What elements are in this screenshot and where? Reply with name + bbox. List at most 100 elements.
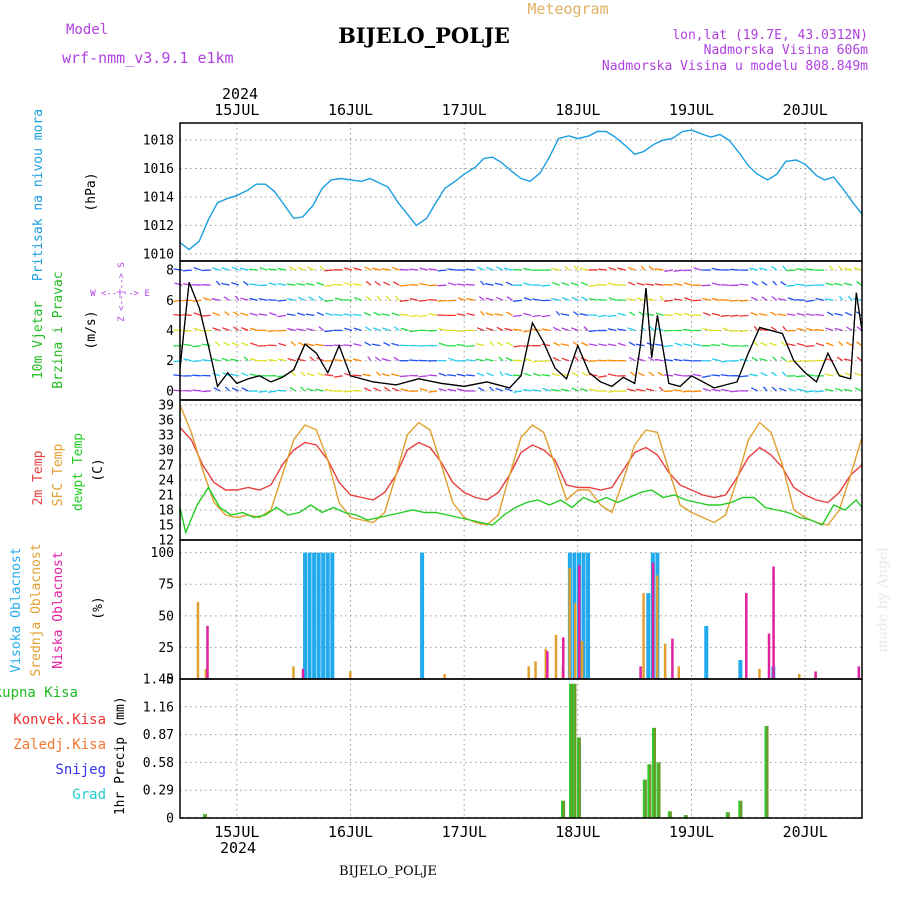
wind-arrow [268, 282, 277, 286]
wind-arrow [760, 341, 768, 347]
wind-arrow [645, 313, 655, 317]
model-altitude-label: Nadmorska Visina u modelu 808.849m [602, 59, 868, 74]
wind-arrow [352, 283, 362, 286]
wind-arrow [418, 314, 428, 318]
wind-arrow [373, 387, 381, 392]
wind-arrow [223, 296, 230, 301]
y-tick-label: 33 [158, 429, 174, 444]
wind-arrow [243, 356, 249, 362]
wind-arrow [838, 341, 844, 347]
precip-bar [725, 812, 730, 818]
wind-arrow [721, 327, 730, 332]
precip-bar-total [667, 811, 670, 818]
wind-arrow [214, 341, 221, 347]
wind-arrow [495, 387, 504, 392]
precip-bar-total [647, 764, 650, 818]
wind-arrow [693, 267, 702, 271]
wind-arrow [512, 359, 522, 362]
wind-arrow [353, 343, 362, 347]
wind-arrow [457, 297, 466, 301]
wind-arrow [316, 372, 325, 377]
wind-arrow [173, 314, 183, 317]
wind-arrow [805, 313, 815, 317]
wind-arrow [437, 269, 447, 272]
y-tick-label: 0.87 [143, 728, 174, 743]
wind-arrow [588, 373, 598, 377]
wind-arrow [316, 311, 325, 316]
cloud_high-bar [738, 660, 743, 679]
bottom-date-label: 15JUL [214, 823, 259, 841]
wind-arrow [825, 342, 834, 347]
temp-unit: (C) [91, 458, 106, 481]
cloud_low-bar [745, 593, 748, 679]
wind-arrow [466, 297, 475, 301]
wind-arrow [786, 284, 796, 287]
wind-arrow [496, 326, 504, 332]
wind-arrow [428, 374, 438, 377]
wind-arrow [437, 299, 447, 302]
wind-arrow [362, 373, 372, 377]
wind-arrow [825, 282, 834, 286]
lonlat-label: lon,lat (19.7E, 43.0312N) [672, 28, 868, 43]
wind-arrow [212, 372, 221, 377]
wind-arrow [382, 327, 391, 332]
wind-arrow [588, 329, 598, 333]
wind-arrow [664, 374, 673, 377]
wind-arrow [231, 282, 240, 286]
wind-arrow [381, 268, 390, 271]
wind-arrow [232, 311, 240, 316]
wind-arrow [598, 375, 607, 378]
wind-panel: 0 2 4 6 8 [166, 260, 863, 401]
wind-arrow [296, 328, 306, 332]
wind-arrow [729, 329, 739, 332]
wind-arrow [182, 314, 192, 317]
legend-conv: Konvek.Kisa [13, 712, 106, 728]
wind-arrow [465, 268, 475, 271]
wind-arrow [456, 313, 466, 317]
cloud_mid-bar [574, 603, 577, 679]
wind-arrow [683, 343, 692, 347]
wind-arrow [391, 312, 400, 317]
wind-arrow [374, 281, 381, 286]
cloud_mid-bar [527, 666, 530, 679]
wind-arrow [829, 265, 834, 271]
wind-arrow [541, 343, 551, 347]
wind-arrow [365, 280, 372, 286]
wind-arrow [258, 313, 268, 317]
wind-arrow [664, 358, 673, 362]
wind-arrow [447, 374, 456, 377]
precip-panel: 0.290.580.871.161.450 [143, 673, 863, 827]
wind-arrow [352, 358, 362, 362]
cloud_mid-bar [798, 673, 801, 679]
wind-arrow [489, 341, 495, 347]
cloud_mid-bar [554, 634, 558, 679]
wind-arrow [541, 284, 551, 287]
wind-arrow [541, 314, 551, 318]
wind-arrow [438, 388, 447, 392]
wind-arrow [438, 372, 447, 377]
wind-arrow [504, 327, 513, 332]
wind-arrow [711, 374, 721, 377]
wind-arrow [494, 282, 504, 286]
wind-arrow [239, 267, 249, 271]
y-tick-label: 0.58 [143, 756, 174, 771]
precip-bar [667, 811, 672, 818]
wind-arrow [647, 356, 655, 362]
wind-arrow [617, 312, 626, 317]
wind-arrow [588, 297, 598, 301]
wind-arrow [367, 356, 372, 362]
wind-arrow [477, 386, 485, 392]
top-date-label: 19JUL [669, 101, 714, 119]
wind-arrow [428, 268, 438, 271]
wind-arrow [465, 374, 475, 377]
pressure-panel: 1010 1012 1014 1016 1018 [143, 122, 863, 262]
wind-arrow [296, 283, 306, 286]
wind-arrow [383, 281, 391, 286]
wind-arrow [372, 327, 381, 332]
wind-arrow [376, 295, 381, 301]
wind-arrow [522, 329, 532, 333]
wind-arrow [385, 295, 391, 301]
wind-arrow [258, 297, 268, 301]
model-label: Model [66, 22, 108, 38]
wind-arrow [315, 343, 324, 347]
